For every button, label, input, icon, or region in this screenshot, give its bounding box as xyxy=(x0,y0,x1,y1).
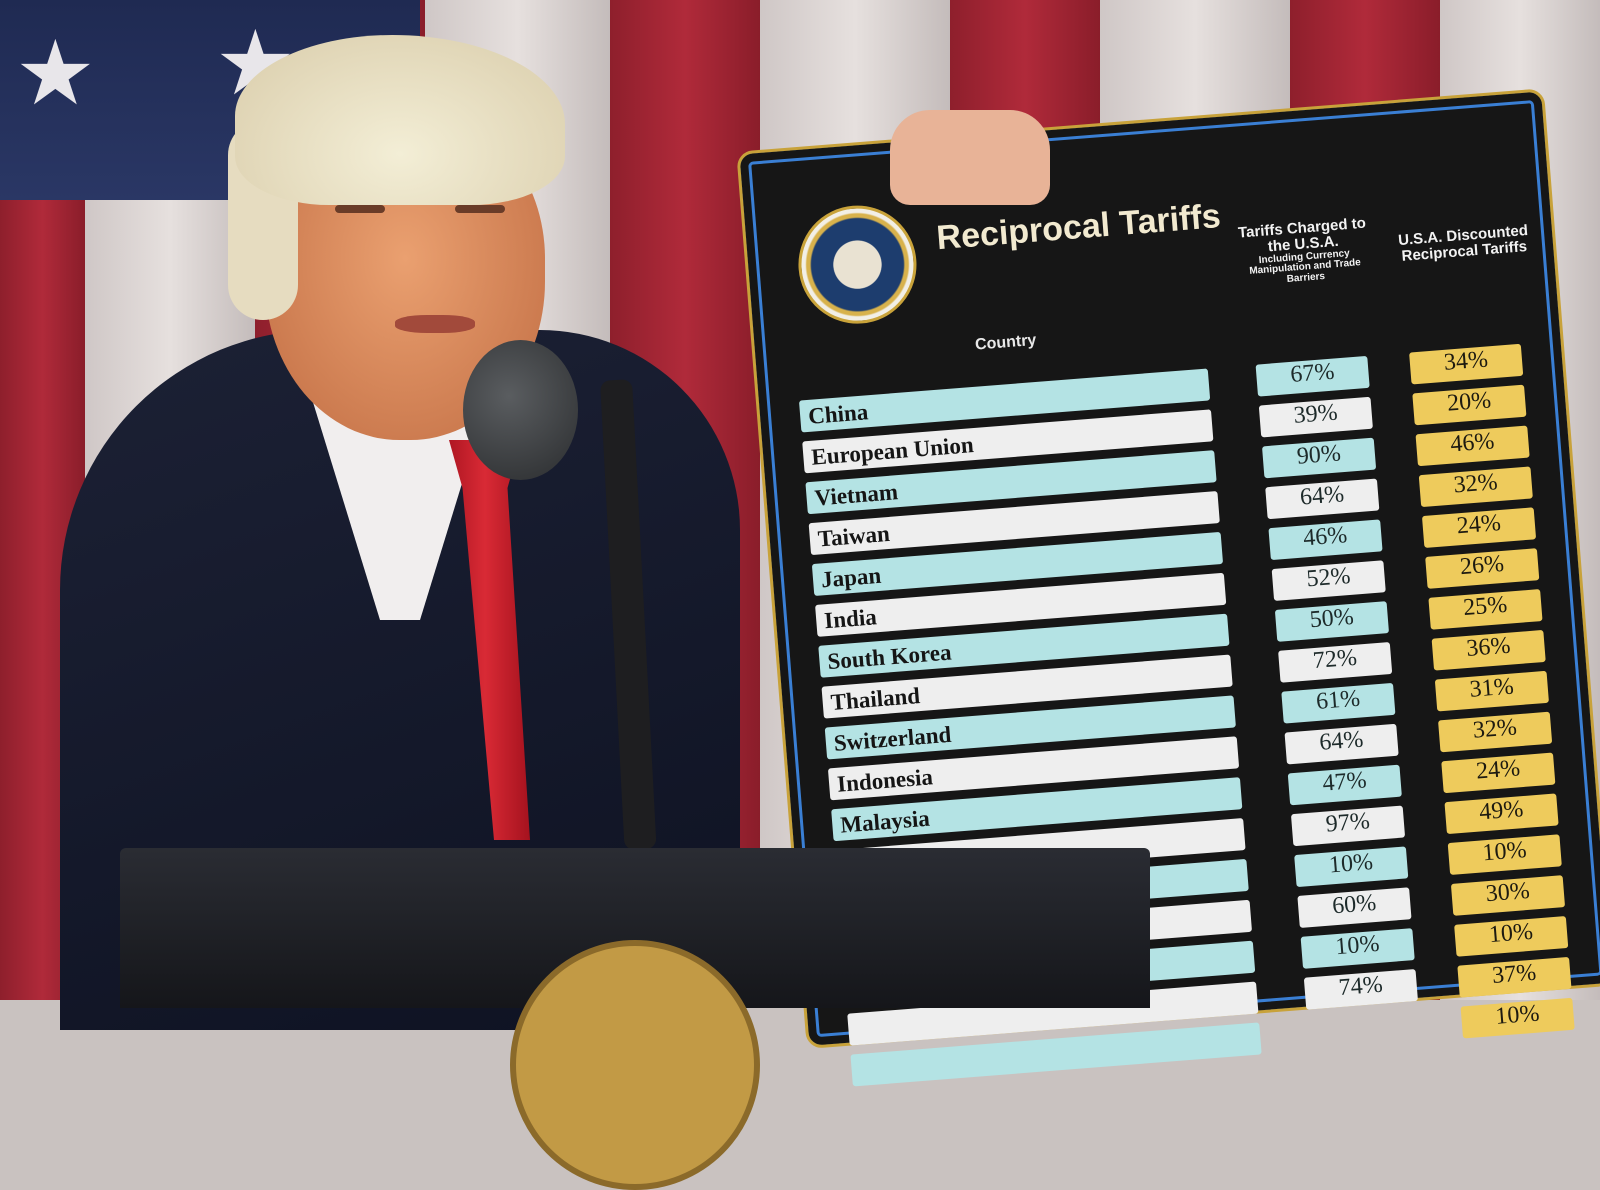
reciprocal-cell: 10% xyxy=(1454,916,1569,957)
reciprocal-cell: 24% xyxy=(1441,752,1556,794)
charged-cell: 74% xyxy=(1303,969,1418,1010)
charged-subheader: Including Currency Manipulation and Trad… xyxy=(1248,247,1362,285)
star-icon: ★ xyxy=(15,25,96,124)
reciprocal-cell: 25% xyxy=(1428,589,1543,630)
reciprocal-cell: 31% xyxy=(1434,670,1549,712)
reciprocal-cell: 20% xyxy=(1412,384,1527,426)
eye xyxy=(335,205,385,213)
microphone xyxy=(463,340,578,480)
charged-cell: 50% xyxy=(1274,601,1390,642)
presidential-seal xyxy=(794,201,921,329)
reciprocal-cell: 10% xyxy=(1460,997,1575,1039)
charged-cell: 61% xyxy=(1281,682,1396,724)
hair xyxy=(235,35,565,205)
reciprocal-cell: 34% xyxy=(1409,343,1524,385)
charged-cell: 64% xyxy=(1284,723,1399,765)
charged-cell: 52% xyxy=(1271,560,1386,601)
podium-seal xyxy=(510,940,760,1190)
charged-cell: 97% xyxy=(1290,805,1406,847)
reciprocal-cell: 32% xyxy=(1438,711,1553,753)
reciprocal-header: U.S.A. Discounted Reciprocal Tariffs xyxy=(1397,221,1529,265)
reciprocal-cell: 32% xyxy=(1418,466,1533,508)
reciprocal-cell: 24% xyxy=(1421,507,1537,549)
charged-cell: 10% xyxy=(1300,928,1415,969)
reciprocal-cell: 36% xyxy=(1431,629,1546,671)
country-header: Country xyxy=(974,331,1037,354)
board-title: Reciprocal Tariffs xyxy=(935,197,1222,258)
charged-cell: 60% xyxy=(1297,887,1412,928)
charged-cell: 10% xyxy=(1294,846,1409,888)
mouth xyxy=(395,315,475,333)
charged-cell: 39% xyxy=(1258,396,1373,438)
reciprocal-cell: 10% xyxy=(1447,834,1562,875)
hand xyxy=(890,110,1050,205)
eye xyxy=(455,205,505,213)
reciprocal-cell: 30% xyxy=(1450,875,1566,916)
charged-cell: 67% xyxy=(1255,355,1370,397)
charged-cell: 90% xyxy=(1261,437,1377,479)
charged-cell: 64% xyxy=(1265,478,1380,520)
charged-cell: 72% xyxy=(1278,642,1393,683)
charged-cell: 47% xyxy=(1287,764,1402,806)
charged-header: Tariffs Charged to the U.S.A. Including … xyxy=(1237,215,1372,289)
reciprocal-cell: 49% xyxy=(1444,793,1559,835)
charged-cell: 46% xyxy=(1268,519,1383,561)
reciprocal-cell: 26% xyxy=(1425,548,1540,589)
reciprocal-cell: 46% xyxy=(1415,425,1530,467)
